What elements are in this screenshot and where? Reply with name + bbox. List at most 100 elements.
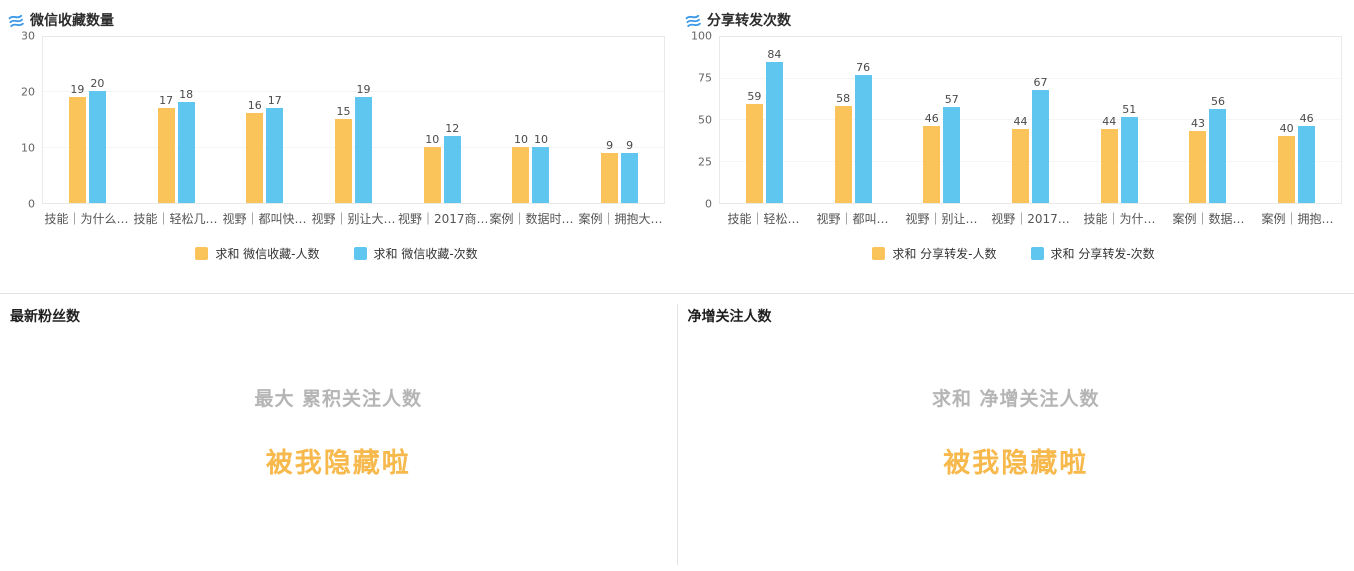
bar[interactable] xyxy=(1298,125,1316,203)
bar-wrap: 15 xyxy=(335,105,353,203)
bar[interactable] xyxy=(532,147,550,203)
bar-wrap: 59 xyxy=(745,89,763,203)
bar-wrap: 12 xyxy=(443,123,461,203)
bar-group: 19 20 xyxy=(43,78,132,203)
bar-value-label: 10 xyxy=(425,133,440,146)
bar[interactable] xyxy=(355,96,373,203)
bar-value-label: 17 xyxy=(267,93,282,107)
x-axis-category-label: 案例｜数据时… xyxy=(489,212,574,226)
y-tick-label: 75 xyxy=(698,71,712,85)
y-axis: 0 25 50 75 100 xyxy=(685,31,719,210)
y-tick-label: 0 xyxy=(705,197,712,211)
y-tick-label: 25 xyxy=(698,155,712,169)
bar-wrap: 84 xyxy=(765,47,783,203)
bar[interactable] xyxy=(765,61,783,203)
x-axis-category-label: 案例｜拥抱… xyxy=(1261,212,1334,226)
bar-group: 17 18 xyxy=(132,89,221,203)
plot-area: 19 20 17 18 16 17 15 19 10 12 10 10 9 9 xyxy=(42,36,665,204)
bar-group: 10 12 xyxy=(398,123,487,203)
bar[interactable] xyxy=(512,147,530,203)
panel-title: 净增关注人数 xyxy=(687,309,772,325)
x-axis-category-label: 视野｜别让… xyxy=(905,212,978,226)
panel-content: 求和 净增关注人数 被我隐藏啦 xyxy=(688,326,1345,561)
bar[interactable] xyxy=(745,103,763,203)
bar[interactable] xyxy=(266,107,284,203)
bar[interactable] xyxy=(943,107,961,203)
hidden-panels-row: 最新粉丝数 最大 累积关注人数 被我隐藏啦 净增关注人数 求和 净增关注人数 被… xyxy=(0,294,1354,571)
legend-item[interactable]: 求和 分享转发-次数 xyxy=(1030,245,1155,262)
bar-group: 59 84 xyxy=(720,49,809,203)
legend-swatch xyxy=(195,247,209,260)
gridline xyxy=(43,91,664,93)
hidden-message: 被我隐藏啦 xyxy=(265,447,411,479)
bar[interactable] xyxy=(423,147,441,203)
bar-value-label: 44 xyxy=(1013,115,1028,129)
bar-value-label: 59 xyxy=(747,89,762,103)
bar[interactable] xyxy=(1032,90,1050,203)
bar[interactable] xyxy=(1209,108,1227,203)
panel-latest-fans: 最新粉丝数 最大 累积关注人数 被我隐藏啦 xyxy=(0,294,677,571)
bar[interactable] xyxy=(1189,130,1207,203)
bar[interactable] xyxy=(854,75,872,203)
bar-value-label: 16 xyxy=(247,99,262,113)
bar[interactable] xyxy=(1012,129,1030,203)
chart-legend: 求和 分享转发-人数 求和 分享转发-次数 xyxy=(685,245,1342,262)
x-axis-category-label: 视野｜2017… xyxy=(991,212,1070,226)
bar-value-label: 44 xyxy=(1102,115,1117,129)
bar-group: 44 51 xyxy=(1075,104,1164,203)
legend-item[interactable]: 求和 分享转发-人数 xyxy=(872,245,997,262)
bar[interactable] xyxy=(1120,117,1138,203)
bar-value-label: 84 xyxy=(767,47,782,61)
bar-wrap: 19 xyxy=(355,82,373,203)
legend-item[interactable]: 求和 微信收藏-次数 xyxy=(353,245,478,262)
bar-value-label: 57 xyxy=(944,93,959,107)
bar-value-label: 19 xyxy=(356,82,371,96)
chart-title: 分享转发次数 xyxy=(707,13,791,29)
bar[interactable] xyxy=(88,91,106,203)
bar[interactable] xyxy=(443,135,461,203)
hidden-message: 被我隐藏啦 xyxy=(943,447,1089,479)
bar-value-label: 15 xyxy=(336,105,351,118)
panel-net-followers: 净增关注人数 求和 净增关注人数 被我隐藏啦 xyxy=(678,294,1354,571)
x-axis-category-label: 技能｜为什么… xyxy=(44,212,129,226)
bar-group: 40 46 xyxy=(1252,113,1341,203)
bar-group: 58 76 xyxy=(809,62,898,203)
bar-wrap: 44 xyxy=(1100,115,1118,203)
bar[interactable] xyxy=(177,102,195,203)
bar-value-label: 76 xyxy=(856,61,871,75)
bar-wrap: 19 xyxy=(68,84,86,203)
bar-group: 44 67 xyxy=(986,77,1075,203)
y-tick-label: 0 xyxy=(28,197,35,211)
bar[interactable] xyxy=(68,96,86,203)
y-tick-label: 100 xyxy=(691,29,712,43)
bar[interactable] xyxy=(621,152,639,203)
bar-group: 46 57 xyxy=(897,94,986,203)
legend-swatch xyxy=(1030,247,1044,260)
bar-value-label: 58 xyxy=(836,91,851,105)
triple-wave-icon xyxy=(8,12,24,28)
y-tick-label: 50 xyxy=(698,113,712,127)
bar[interactable] xyxy=(246,113,264,203)
panel-title: 最新粉丝数 xyxy=(10,309,80,325)
bar-wrap: 46 xyxy=(923,113,941,203)
bar[interactable] xyxy=(834,105,852,203)
x-axis-category-label: 视野｜别让大… xyxy=(311,212,396,226)
bar[interactable] xyxy=(601,152,619,203)
bar-wrap: 9 xyxy=(601,140,619,203)
gridline xyxy=(720,160,1341,162)
bar-wrap: 17 xyxy=(266,93,284,203)
bar[interactable] xyxy=(335,119,353,203)
x-axis-category-label: 视野｜2017商… xyxy=(398,212,487,226)
bar[interactable] xyxy=(1100,129,1118,203)
bar[interactable] xyxy=(923,125,941,203)
bar[interactable] xyxy=(1278,135,1296,203)
bar-value-label: 56 xyxy=(1210,94,1225,108)
legend-label: 求和 分享转发-人数 xyxy=(892,247,997,261)
legend-item[interactable]: 求和 微信收藏-人数 xyxy=(195,245,320,262)
bar[interactable] xyxy=(157,107,175,203)
metric-label: 求和 净增关注人数 xyxy=(931,387,1100,410)
bar-chart-share-forward: 0 25 50 75 100 59 84 58 76 46 57 44 67 44 51 43 56 40 46 技能… xyxy=(685,31,1342,227)
legend-label: 求和 微信收藏-次数 xyxy=(373,247,478,261)
plot-area: 59 84 58 76 46 57 44 67 44 51 43 56 40 46 xyxy=(719,36,1342,204)
